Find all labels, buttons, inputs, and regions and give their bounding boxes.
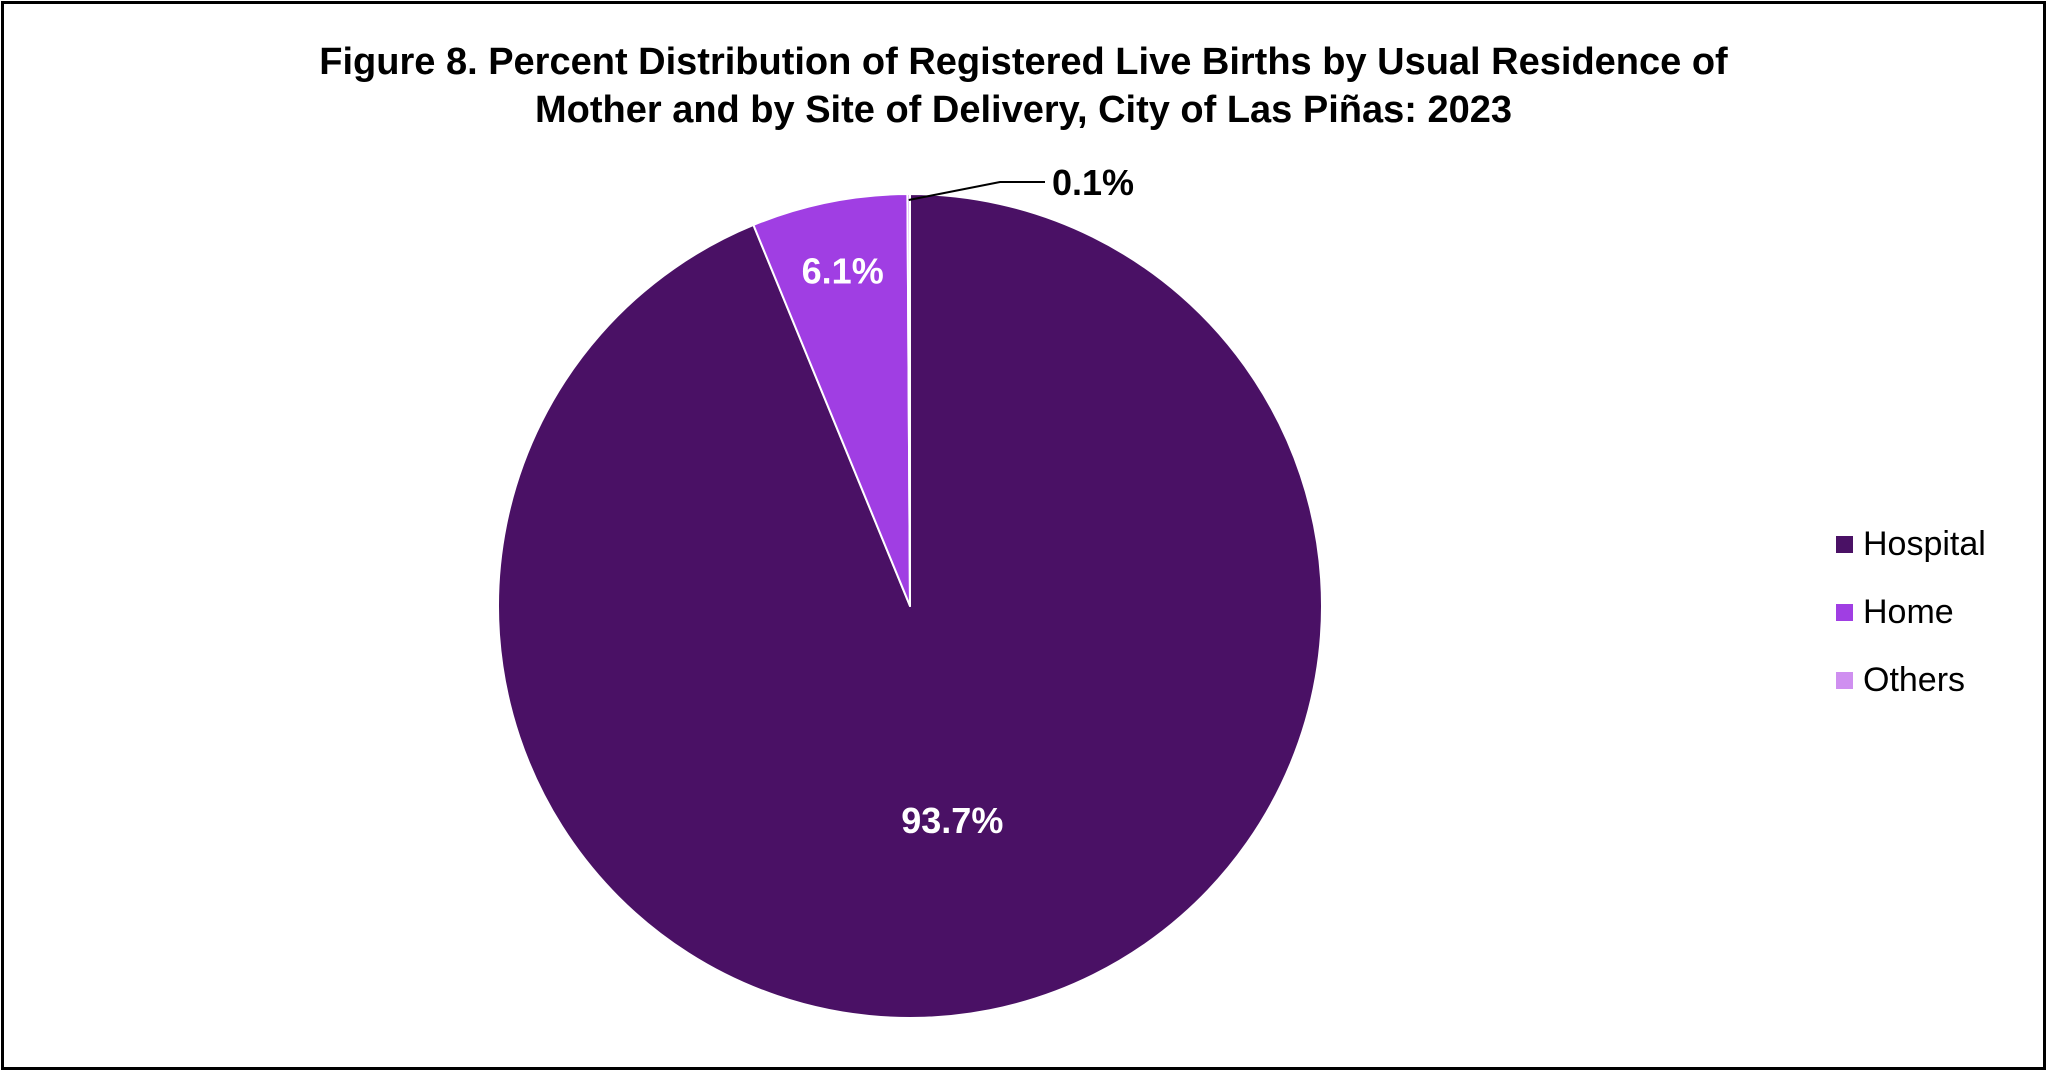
leader-line-others [908, 181, 1045, 201]
pie-data-labels: 93.7% 6.1% 0.1% [802, 162, 1134, 841]
chart-title-line-1: Figure 8. Percent Distribution of Regist… [319, 41, 1728, 83]
legend-swatch-others [1836, 671, 1853, 689]
chart-title-line-2: Mother and by Site of Delivery, City of … [534, 89, 1512, 131]
chart-legend: Hospital Home Others [1836, 510, 1986, 714]
data-label-others: 0.1% [1052, 162, 1134, 203]
data-label-hospital: 93.7% [901, 800, 1003, 841]
legend-label-home: Home [1863, 592, 1954, 631]
legend-label-hospital: Hospital [1863, 524, 1986, 563]
legend-swatch-home [1836, 603, 1853, 621]
pie-slices [497, 192, 1323, 1019]
chart-title: Figure 8. Percent Distribution of Regist… [0, 38, 2047, 134]
legend-item-others: Others [1836, 646, 1986, 714]
legend-item-home: Home [1836, 578, 1986, 646]
pie-slice-home [752, 193, 911, 607]
data-label-home: 6.1% [802, 251, 884, 292]
legend-item-hospital: Hospital [1836, 510, 1986, 578]
pie-slice-others [906, 192, 911, 607]
legend-swatch-hospital [1836, 535, 1853, 553]
legend-label-others: Others [1863, 660, 1966, 699]
